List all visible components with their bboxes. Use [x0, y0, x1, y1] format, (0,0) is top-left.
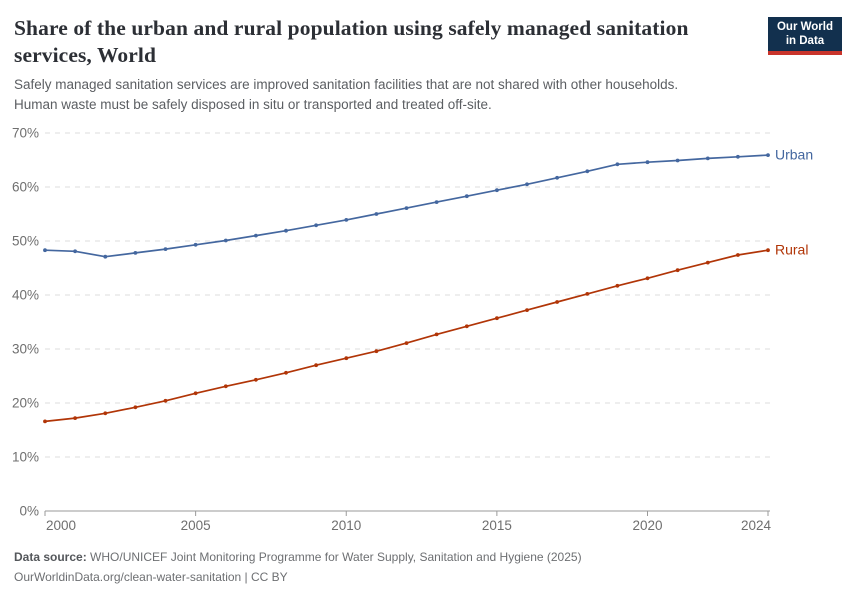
rural-point [254, 377, 258, 382]
rural-point [705, 260, 710, 265]
urban-point [314, 223, 318, 228]
urban-point [464, 194, 469, 199]
rural-point [404, 341, 409, 345]
rural-series: Rural [43, 242, 808, 424]
owid-logo: Our World in Data [768, 17, 842, 55]
urban-point [73, 249, 77, 254]
urban-point [645, 160, 650, 165]
rural-point [464, 324, 469, 329]
urban-point [555, 175, 559, 180]
x-tick-label: 2005 [181, 518, 211, 533]
subtitle-line-1: Safely managed sanitation services are i… [14, 77, 679, 92]
x-tick-label: 2015 [482, 518, 512, 533]
y-tick-label: 60% [12, 180, 39, 195]
line-chart-svg: 0%10%20%30%40%50%60%70%2000 2005 2010 2015 2… [12, 126, 813, 534]
rural-point [193, 391, 198, 396]
y-tick-label: 40% [12, 288, 39, 303]
rural-point [374, 349, 379, 354]
urban-point [495, 188, 499, 193]
rural-series-label: Rural [775, 242, 808, 258]
rural-line [44, 249, 769, 423]
y-tick-label: 20% [12, 396, 39, 411]
chart-header: Share of the urban and rural population … [0, 0, 850, 115]
urban-point [43, 248, 47, 253]
chart-area: 0% 10% 20% 30% 40% 50% 60% 70% 2000 2005 2010 2015 2… [0, 122, 850, 537]
x-tick-label: 2010 [331, 518, 361, 533]
rural-point [223, 384, 228, 389]
rural-point [525, 308, 529, 312]
logo-line-1: Our World [776, 21, 833, 33]
rural-point [133, 405, 138, 410]
y-tick-label: 30% [12, 342, 39, 357]
urban-point [736, 154, 740, 159]
y-tick-label: 10% [12, 450, 39, 465]
x-tick-label: 2000 [46, 518, 76, 533]
urban-point [404, 206, 409, 210]
data-source-label: Data source: [14, 550, 87, 564]
urban-series: Urban [43, 147, 813, 259]
x-tick-label: 2024 [741, 518, 772, 533]
urban-point [766, 153, 770, 157]
rural-point [555, 300, 559, 304]
subtitle-line-2: Human waste must be safely disposed in s… [14, 97, 492, 112]
data-source-line: Data source: WHO/UNICEF Joint Monitoring… [14, 547, 582, 567]
rural-point [43, 419, 47, 424]
urban-point [103, 254, 108, 259]
urban-point [434, 200, 439, 204]
data-source-text: WHO/UNICEF Joint Monitoring Programme fo… [90, 550, 582, 564]
rural-point [495, 316, 499, 321]
urban-point [585, 169, 590, 174]
urban-point [615, 162, 620, 167]
urban-point [193, 242, 198, 247]
urban-point [374, 212, 379, 216]
chart-footer: Data source: WHO/UNICEF Joint Monitoring… [14, 547, 582, 587]
logo-line-2: in Data [785, 35, 825, 47]
y-tick-label: 0% [19, 504, 39, 519]
y-axis-labels: 0% 10% 20% 30% 40% 50% 60% 70% [12, 126, 39, 519]
rural-point [736, 253, 740, 257]
rural-point [615, 283, 620, 288]
rural-point [766, 248, 770, 253]
x-axis: 2000 2005 2010 2015 2020 2024 [44, 511, 772, 533]
urban-point [675, 158, 680, 163]
urban-point [223, 238, 228, 243]
urban-point [525, 182, 529, 187]
urban-point [254, 233, 258, 238]
urban-point [133, 251, 138, 255]
rural-point [434, 332, 439, 337]
rural-point [284, 370, 288, 375]
rural-point [585, 292, 590, 296]
chart-subtitle: Safely managed sanitation services are i… [14, 75, 850, 115]
rural-point [103, 411, 108, 416]
y-tick-label: 70% [12, 126, 39, 141]
rural-point [73, 416, 77, 420]
rural-point [675, 268, 680, 273]
y-tick-label: 50% [12, 234, 39, 249]
rural-point [645, 276, 650, 281]
urban-point [344, 218, 349, 222]
urban-point [163, 247, 168, 251]
rural-point [314, 363, 318, 368]
urban-point [284, 228, 288, 233]
rural-point [163, 398, 168, 403]
x-tick-label: 2020 [632, 518, 662, 533]
gridlines [45, 132, 770, 512]
urban-point [705, 156, 710, 161]
rural-point [344, 356, 349, 361]
urban-series-label: Urban [775, 147, 813, 163]
attribution-line: OurWorldinData.org/clean-water-sanitatio… [14, 570, 288, 584]
page-title: Share of the urban and rural population … [14, 16, 689, 67]
